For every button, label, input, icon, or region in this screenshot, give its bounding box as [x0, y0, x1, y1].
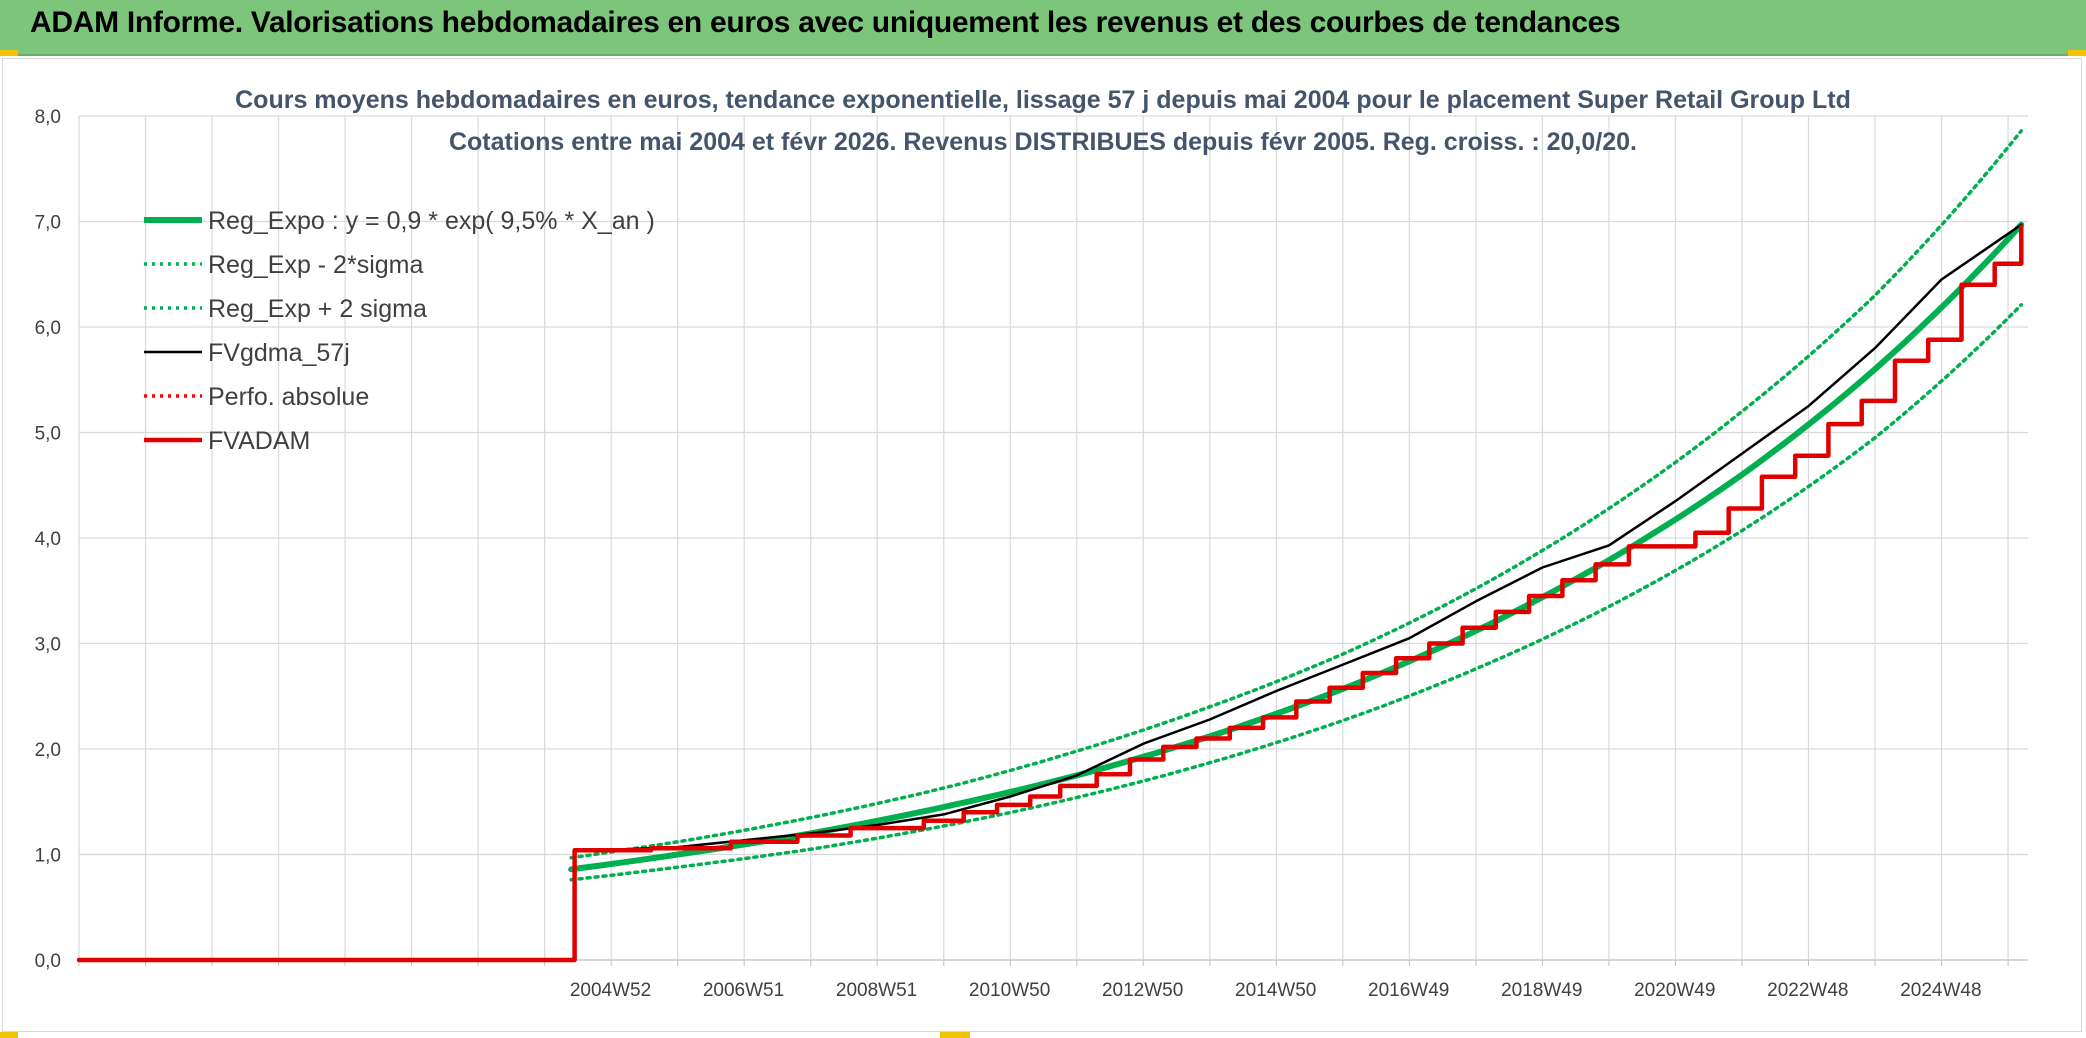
x-tick-label: 2018W49 [1501, 980, 1582, 1001]
x-tick-label: 2024W48 [1900, 980, 1981, 1001]
legend-label: Perfo. absolue [208, 383, 369, 411]
y-tick-label: 7,0 [35, 213, 61, 234]
chart-title-line2: Cotations entre mai 2004 et févr 2026. R… [449, 128, 1637, 156]
corner-marker-right [2068, 50, 2086, 56]
series-line-1 [569, 303, 2024, 882]
y-tick-label: 0,0 [35, 951, 61, 972]
y-tick-label: 4,0 [35, 529, 61, 550]
report-title: ADAM Informe. Valorisations hebdomadaire… [30, 6, 1621, 39]
x-tick-label: 2012W50 [1102, 980, 1183, 1001]
series-layer [76, 129, 2025, 963]
chart-frame [2, 58, 2082, 1032]
legend-label: Reg_Exp - 2*sigma [208, 251, 423, 279]
legend-label: Reg_Expo : y = 0,9 * exp( 9,5% * X_an ) [208, 207, 655, 235]
x-tick-label: 2008W51 [836, 980, 917, 1001]
series-line-2 [569, 129, 2024, 860]
y-tick-label: 8,0 [35, 107, 61, 128]
x-tick-label: 2004W52 [570, 980, 651, 1001]
x-tick-label: 2022W48 [1767, 980, 1848, 1001]
y-tick-label: 2,0 [35, 740, 61, 761]
series-line-3 [77, 223, 2023, 962]
legend-label: FVgdma_57j [208, 339, 350, 367]
grid-lines [78, 115, 2028, 961]
chart-title-line1: Cours moyens hebdomadaires en euros, ten… [235, 86, 1851, 114]
y-tick-label: 3,0 [35, 635, 61, 656]
legend-label: FVADAM [208, 427, 310, 455]
series-line-0 [568, 221, 2025, 873]
x-tick-label: 2016W49 [1368, 980, 1449, 1001]
report-banner: ADAM Informe. Valorisations hebdomadaire… [0, 0, 2086, 56]
corner-marker-bottom-mid [940, 1032, 970, 1038]
x-tick-label: 2006W51 [703, 980, 784, 1001]
series-line-5 [76, 224, 2024, 963]
legend: Reg_Expo : y = 0,9 * exp( 9,5% * X_an ) R… [144, 207, 655, 455]
y-tick-label: 5,0 [35, 424, 61, 445]
legend-label: Reg_Exp + 2 sigma [208, 295, 427, 323]
x-axis: 2004W52 2006W51 2008W51 2010W50 2012W50 2014W… [78, 960, 2009, 1001]
y-tick-label: 1,0 [35, 846, 61, 867]
x-tick-label: 2014W50 [1235, 980, 1316, 1001]
y-axis: 0,0 1,0 2,0 3,0 4,0 5,0 6,0 7,0 8,0 [35, 107, 61, 972]
y-tick-label: 6,0 [35, 318, 61, 339]
x-tick-label: 2010W50 [969, 980, 1050, 1001]
corner-marker-left [0, 50, 18, 56]
corner-marker-bottom-left [0, 1032, 18, 1038]
x-tick-label: 2020W49 [1634, 980, 1715, 1001]
